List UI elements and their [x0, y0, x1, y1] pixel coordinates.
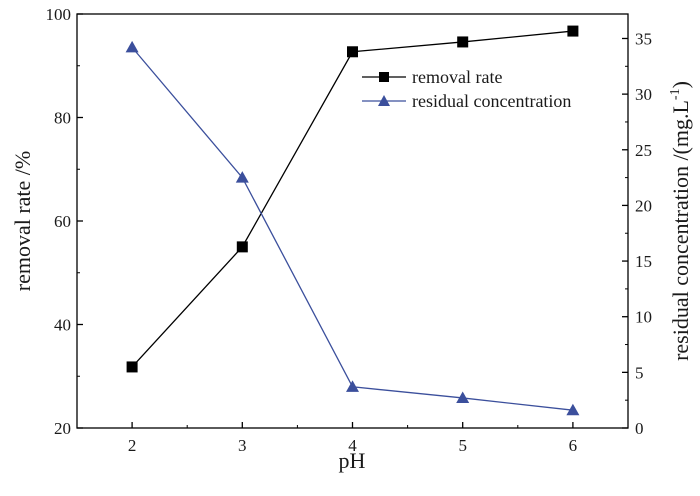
plot-frame: [76, 13, 629, 429]
right-tick-label: 0: [635, 419, 644, 438]
ticks-layer: 2 3 4 5 6 20 40 60 80 100 0 5 10 15 20 25 30 35: [46, 5, 653, 455]
legend-marker-triangle: [378, 95, 390, 106]
left-axis-title: removal rate /%: [10, 151, 35, 292]
data-point-residual-concentration: [456, 391, 470, 403]
data-point-residual-concentration: [566, 403, 580, 416]
x-tick-label: 6: [569, 436, 578, 455]
right-tick-label: 20: [635, 196, 652, 215]
left-tick-label: 40: [54, 316, 71, 335]
series-layer: [125, 25, 580, 416]
right-tick-label: 25: [635, 141, 652, 160]
legend: removal rate residual concentration: [362, 67, 571, 111]
data-point-removal-rate: [457, 36, 469, 48]
legend-label-removal-rate: removal rate: [412, 67, 502, 87]
data-point-residual-concentration: [235, 171, 249, 183]
right-axis-title: residual concentration /(mg.L-1): [668, 81, 693, 361]
left-tick-label: 20: [54, 419, 71, 438]
x-axis-title: pH: [339, 448, 366, 473]
x-tick-label: 5: [458, 436, 467, 455]
right-tick-label: 15: [635, 252, 652, 271]
right-axis-title-superscript: -1: [668, 88, 683, 100]
right-tick-label: 35: [635, 29, 652, 48]
left-tick-label: 80: [54, 109, 71, 128]
data-point-residual-concentration: [346, 380, 359, 392]
x-tick-label: 2: [128, 436, 137, 455]
right-tick-label: 10: [635, 308, 652, 327]
data-point-residual-concentration: [125, 40, 139, 53]
left-tick-label: 60: [54, 212, 71, 231]
right-tick-label: 5: [635, 363, 644, 382]
left-tick-label: 100: [46, 5, 72, 24]
data-point-removal-rate: [347, 46, 358, 58]
series-line-removal-rate: [131, 30, 573, 368]
right-tick-label: 30: [635, 85, 652, 104]
data-point-removal-rate: [567, 25, 579, 37]
right-axis-title-main: residual concentration /(mg.L: [668, 100, 693, 361]
right-axis-title-end: ): [668, 81, 693, 88]
x-tick-label: 3: [238, 436, 247, 455]
legend-marker-square: [379, 72, 389, 82]
data-point-removal-rate: [126, 361, 138, 373]
legend-label-residual-concentration: residual concentration: [412, 91, 571, 111]
data-point-removal-rate: [236, 241, 248, 253]
x-tick-label: 4: [348, 436, 357, 455]
